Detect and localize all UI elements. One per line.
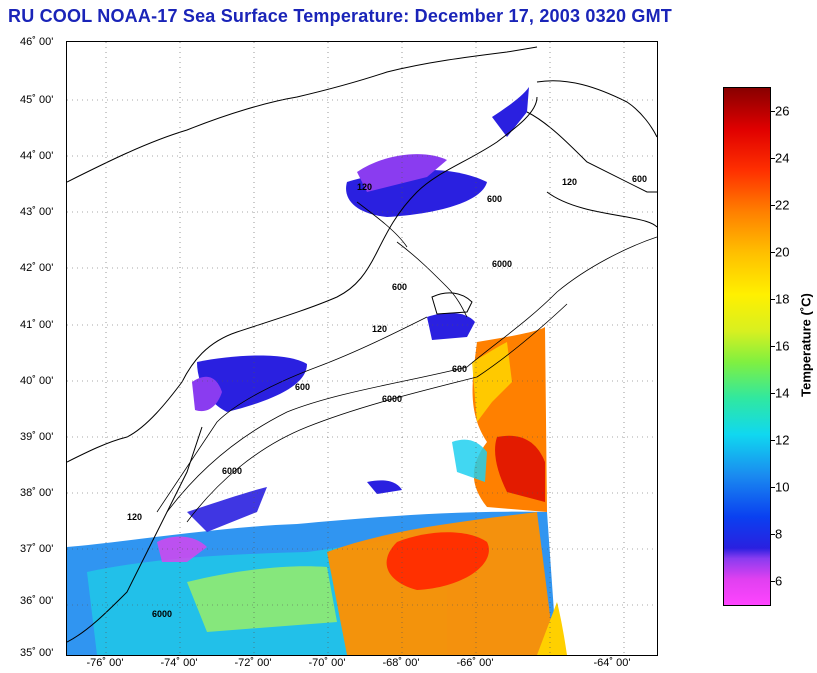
lat-label: 42˚ 00' xyxy=(20,262,54,274)
colorbar-tick-label: 26 xyxy=(775,103,790,118)
lat-label: 39˚ 00' xyxy=(20,431,54,443)
lon-label: -74˚ 00' xyxy=(160,657,198,669)
lat-label: 37˚ 00' xyxy=(20,543,54,555)
lat-label: 38˚ 00' xyxy=(20,487,54,499)
isobath-label: 6000 xyxy=(382,394,402,404)
colorbar-tick-label: 14 xyxy=(775,385,790,400)
lat-label: 44˚ 00' xyxy=(20,150,54,162)
isobath-label: 120 xyxy=(562,177,577,187)
colorbar-tick-label: 20 xyxy=(775,244,790,259)
lon-label: -64˚ 00' xyxy=(593,657,631,669)
colorbar-tick-label: 24 xyxy=(775,150,790,165)
isobath-label: 120 xyxy=(357,182,372,192)
colorbar-tick-label: 18 xyxy=(775,291,790,306)
isobath-label: 120 xyxy=(372,324,387,334)
isobath-label: 6000 xyxy=(152,609,172,619)
temperature-colorbar xyxy=(723,87,771,606)
colorbar-tick-label: 6 xyxy=(775,573,783,588)
lat-label: 40˚ 00' xyxy=(20,375,54,387)
colorbar-tick xyxy=(770,486,775,488)
isobath-label: 6000 xyxy=(222,466,242,476)
sst-imagery xyxy=(67,87,567,655)
colorbar-tick xyxy=(770,439,775,441)
lon-label: -70˚ 00' xyxy=(308,657,346,669)
colorbar-tick xyxy=(770,204,775,206)
lat-label: 35˚ 00' xyxy=(20,647,54,659)
colorbar-tick-label: 12 xyxy=(775,432,790,447)
colorbar-title: Temperature (˚C) xyxy=(798,293,814,397)
colorbar-tick-label: 10 xyxy=(775,479,790,494)
lon-label: -66˚ 00' xyxy=(456,657,494,669)
colorbar-tick-label: 16 xyxy=(775,338,790,353)
lat-label: 43˚ 00' xyxy=(20,206,54,218)
colorbar-tick xyxy=(770,345,775,347)
colorbar-tick-label: 22 xyxy=(775,197,790,212)
coastlines xyxy=(67,46,657,643)
lat-label: 46˚ 00' xyxy=(20,36,54,48)
colorbar-tick xyxy=(770,580,775,582)
lon-label: -72˚ 00' xyxy=(234,657,272,669)
colorbar-tick-label: 8 xyxy=(775,526,783,541)
isobath-label: 600 xyxy=(392,282,407,292)
isobath-label: 600 xyxy=(487,194,502,204)
colorbar-tick xyxy=(770,251,775,253)
graticule xyxy=(67,42,657,655)
lon-label: -68˚ 00' xyxy=(382,657,420,669)
lat-label: 45˚ 00' xyxy=(20,94,54,106)
isobath-label: 600 xyxy=(632,174,647,184)
map-title: RU COOL NOAA-17 Sea Surface Temperature:… xyxy=(8,6,672,26)
lat-label: 36˚ 00' xyxy=(20,595,54,607)
colorbar-tick xyxy=(770,533,775,535)
sst-map: 6000 6000 6000 600 600 600 600 600 120 1… xyxy=(66,41,658,656)
isobath-labels: 6000 6000 6000 600 600 600 600 600 120 1… xyxy=(127,174,647,619)
colorbar-tick xyxy=(770,110,775,112)
colorbar-tick xyxy=(770,392,775,394)
lon-label: -76˚ 00' xyxy=(86,657,124,669)
sst-map-canvas: 6000 6000 6000 600 600 600 600 600 120 1… xyxy=(67,42,657,655)
colorbar-tick xyxy=(770,298,775,300)
isobath-label: 6000 xyxy=(492,259,512,269)
colorbar-tick xyxy=(770,157,775,159)
isobath-label: 600 xyxy=(452,364,467,374)
isobath-label: 600 xyxy=(295,382,310,392)
isobath-label: 120 xyxy=(127,512,142,522)
lat-label: 41˚ 00' xyxy=(20,319,54,331)
isobaths xyxy=(156,201,657,523)
